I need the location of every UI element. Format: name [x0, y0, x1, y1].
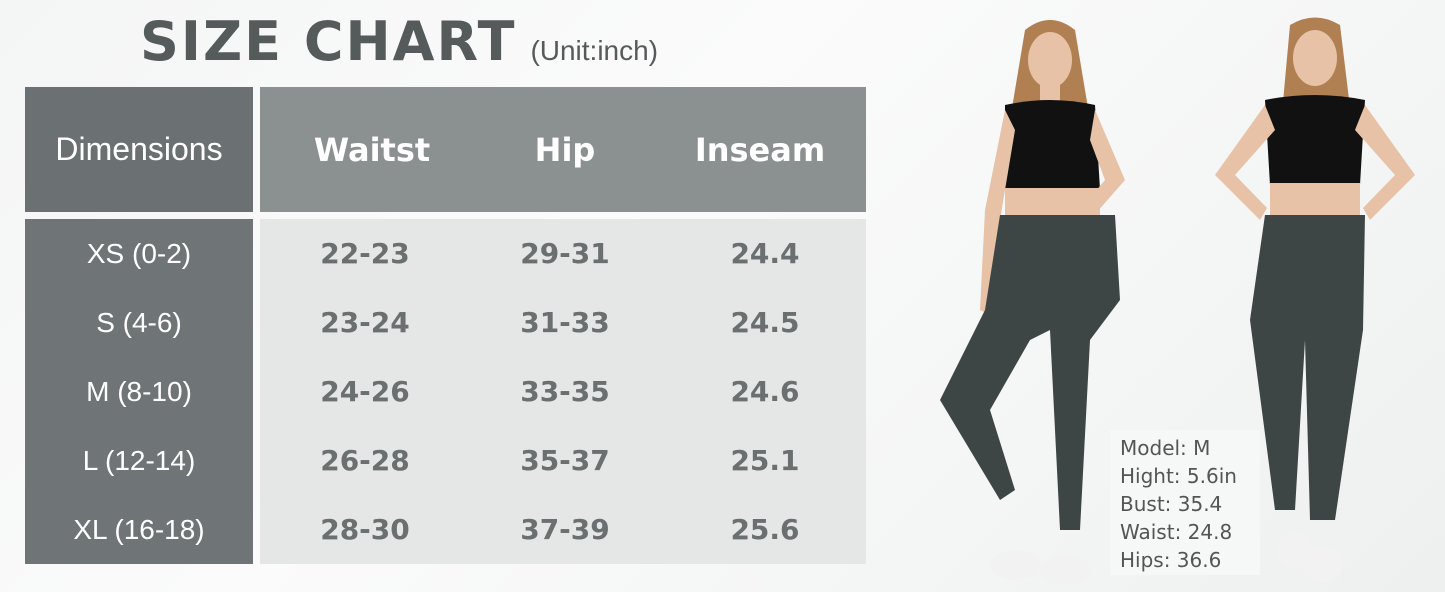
- hip-cell: 31-33: [520, 306, 610, 339]
- size-cell: S (4-6): [96, 306, 182, 338]
- inseam-cell: 25.1: [730, 444, 800, 477]
- model-photo-front: [940, 20, 1125, 585]
- size-column: XS (0-2) S (4-6) M (8-10) L (12-14) XL (…: [25, 219, 253, 564]
- waist-cell: 24-26: [320, 375, 410, 408]
- model-info-box: Model: M Hight: 5.6in Bust: 35.4 Waist: …: [1110, 430, 1260, 575]
- hip-cell: 37-39: [520, 513, 610, 546]
- hip-cell: 29-31: [520, 237, 610, 270]
- model-waist: Waist: 24.8: [1120, 520, 1233, 544]
- hip-cell: 33-35: [520, 375, 610, 408]
- inseam-cell: 25.6: [730, 513, 800, 546]
- model-hips: Hips: 36.6: [1120, 548, 1222, 572]
- model-height: Hight: 5.6in: [1120, 464, 1237, 488]
- dimensions-header: Dimensions: [25, 87, 253, 212]
- table-row: 23-24 31-33 24.5: [260, 288, 866, 357]
- title-unit: (Unit:inch): [530, 35, 659, 66]
- column-headers: Waitst Hip Inseam: [260, 87, 866, 212]
- title-main: SIZE CHART: [140, 10, 517, 73]
- inseam-cell: 24.5: [730, 306, 800, 339]
- size-cell: XL (16-18): [73, 513, 205, 545]
- values-area: 22-23 29-31 24.4 23-24 31-33 24.5 24-26 …: [260, 219, 866, 564]
- header-inseam: Inseam: [694, 130, 826, 169]
- table-row: 24-26 33-35 24.6: [260, 357, 866, 426]
- table-row: 28-30 37-39 25.6: [260, 495, 866, 564]
- inseam-cell: 24.6: [730, 375, 800, 408]
- header-waist: Waitst: [313, 130, 431, 169]
- table-row: 22-23 29-31 24.4: [260, 219, 866, 288]
- model-size: Model: M: [1120, 436, 1211, 460]
- waist-cell: 28-30: [320, 513, 410, 546]
- size-cell: XS (0-2): [86, 237, 192, 269]
- size-chart-title: SIZE CHART (Unit:inch): [140, 10, 658, 80]
- waist-cell: 22-23: [320, 237, 410, 270]
- inseam-cell: 24.4: [730, 237, 800, 270]
- waist-cell: 26-28: [320, 444, 410, 477]
- model-photo-side: [1215, 17, 1415, 583]
- hip-cell: 35-37: [520, 444, 610, 477]
- model-bust: Bust: 35.4: [1120, 492, 1223, 516]
- table-row: 26-28 35-37 25.1: [260, 426, 866, 495]
- size-cell: M (8-10): [86, 375, 192, 407]
- header-hip: Hip: [534, 130, 596, 169]
- waist-cell: 23-24: [320, 306, 410, 339]
- size-cell: L (12-14): [82, 444, 196, 476]
